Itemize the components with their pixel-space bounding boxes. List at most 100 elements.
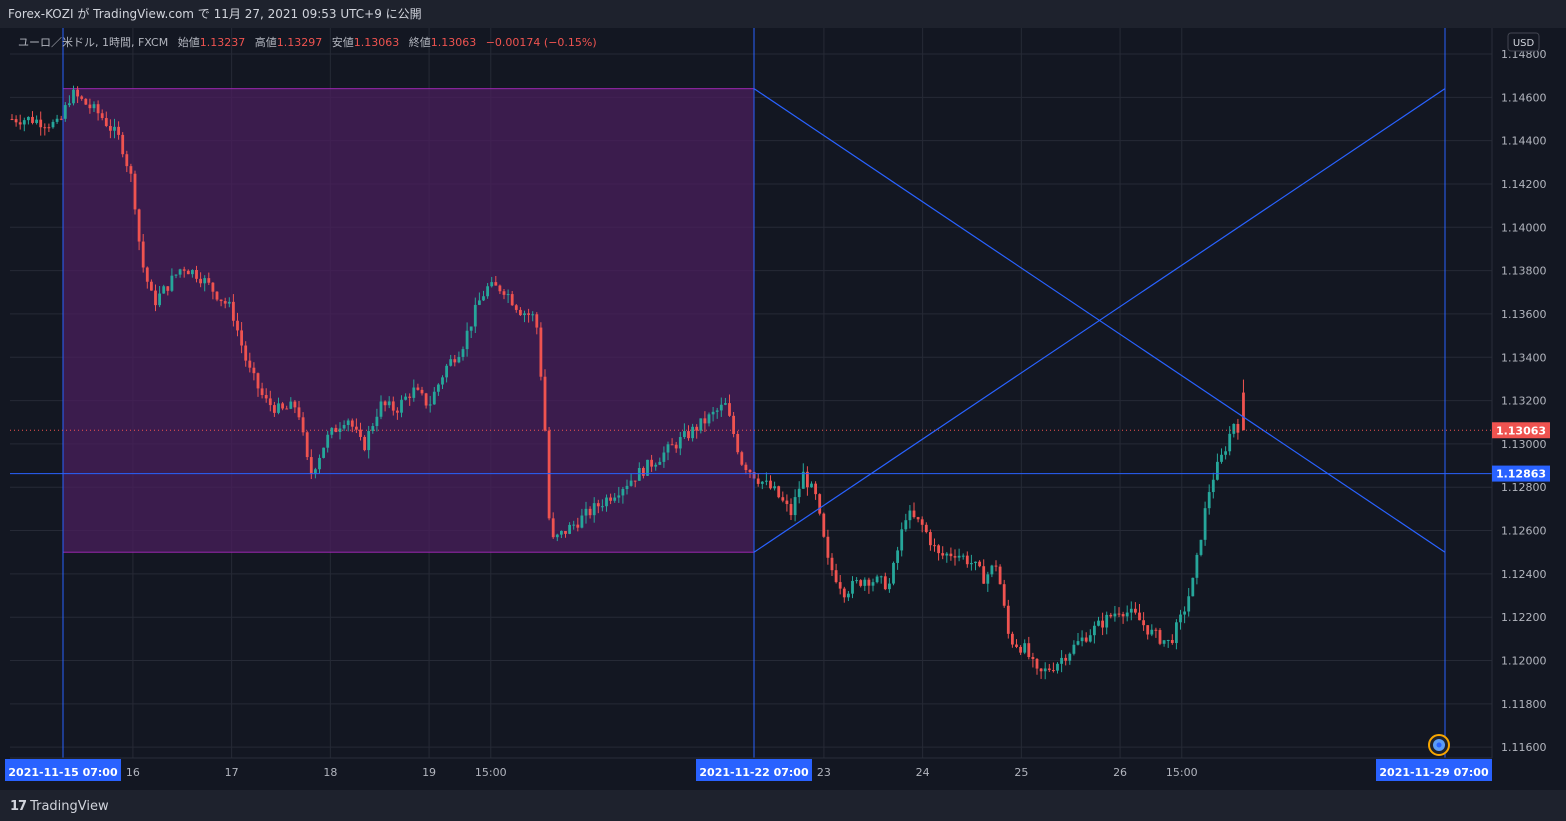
candle-up xyxy=(699,418,703,431)
candle-up xyxy=(1023,643,1027,653)
candle-down xyxy=(100,113,104,119)
candle-down xyxy=(838,582,842,589)
candle-up xyxy=(801,471,805,489)
candle-up xyxy=(1228,433,1232,452)
candle-up xyxy=(666,444,670,453)
candle-up xyxy=(765,480,768,482)
candle-down xyxy=(953,556,957,558)
candle-up xyxy=(945,553,949,556)
candle-up xyxy=(1191,577,1195,597)
candle-up xyxy=(719,404,723,411)
candle-down xyxy=(916,517,920,520)
candle-up xyxy=(678,437,682,449)
currency-button[interactable]: USD xyxy=(1507,32,1540,52)
candle-up xyxy=(961,555,965,557)
candlestick-series xyxy=(10,85,1245,680)
candle-down xyxy=(1015,644,1018,647)
candle-down xyxy=(498,285,502,292)
candle-up xyxy=(974,561,977,564)
currency-label: USD xyxy=(1513,38,1535,49)
candle-up xyxy=(658,461,662,465)
candle-down xyxy=(1064,657,1068,661)
candle-down xyxy=(994,565,998,567)
candle-up xyxy=(174,274,178,276)
candle-up xyxy=(473,304,477,327)
y-tick-label: 1.12600 xyxy=(1501,525,1547,538)
candle-up xyxy=(342,425,346,429)
candle-up xyxy=(711,411,715,415)
candle-up xyxy=(63,105,67,119)
candle-up xyxy=(379,401,383,417)
candle-down xyxy=(609,497,612,501)
candle-up xyxy=(592,503,596,516)
candle-up xyxy=(437,384,440,392)
candle-up xyxy=(871,582,875,586)
candle-up xyxy=(646,459,649,476)
candle-down xyxy=(154,290,157,306)
candle-down xyxy=(1011,633,1014,645)
candle-down xyxy=(826,536,830,558)
tradingview-logo[interactable]: 17 TradingView xyxy=(10,796,109,816)
range-rectangle[interactable] xyxy=(62,88,755,553)
candle-down xyxy=(150,281,153,291)
candle-up xyxy=(637,467,641,481)
candle-up xyxy=(851,580,854,594)
candle-down xyxy=(141,241,145,268)
candle-down xyxy=(1138,612,1141,621)
candle-down xyxy=(223,301,227,304)
candle-up xyxy=(1220,454,1223,462)
candle-down xyxy=(1052,670,1055,672)
candle-up xyxy=(465,330,469,350)
candle-up xyxy=(1068,653,1072,661)
legend-high-label: 高値 xyxy=(255,35,277,49)
candle-up xyxy=(555,534,559,538)
candle-down xyxy=(186,270,190,275)
candle-down xyxy=(104,118,108,126)
candle-up xyxy=(1211,479,1215,493)
candle-down xyxy=(965,555,969,565)
candle-down xyxy=(219,299,223,302)
candle-down xyxy=(1039,668,1043,672)
candle-up xyxy=(970,563,973,565)
candle-up xyxy=(957,555,961,558)
candle-up xyxy=(654,464,658,467)
legend-symbol: ユーロ／米ドル, 1時間, FXCM xyxy=(18,36,168,49)
event-marker-icon[interactable] xyxy=(1428,734,1450,756)
candle-up xyxy=(1125,612,1129,617)
candle-down xyxy=(1146,625,1150,635)
publish-text: Forex-KOZI が TradingView.com で 11月 27, 2… xyxy=(8,7,422,21)
candle-down xyxy=(539,327,543,377)
candle-up xyxy=(338,428,342,432)
candle-down xyxy=(1031,657,1035,659)
candle-up xyxy=(478,300,481,305)
candle-down xyxy=(519,309,522,316)
price-chart[interactable]: 1.148001.146001.144001.142001.140001.138… xyxy=(0,0,1566,790)
candle-up xyxy=(1150,629,1154,635)
time-axis[interactable]: 16 17 18 19 15:00 23 24 25 26 15:00 2021-11-15 07:… xyxy=(5,759,1492,781)
candle-up xyxy=(773,486,776,489)
candle-up xyxy=(113,126,116,131)
x-highlight-bg xyxy=(5,759,121,781)
candle-up xyxy=(855,580,858,582)
candle-up xyxy=(432,391,436,405)
candle-down xyxy=(1019,646,1022,653)
price-tag-label: 1.12863 xyxy=(1496,468,1546,481)
candle-down xyxy=(740,452,744,465)
tradingview-brand: TradingView xyxy=(30,798,109,814)
candle-down xyxy=(596,503,600,507)
candle-down xyxy=(949,553,953,557)
candle-down xyxy=(260,388,264,396)
candle-down xyxy=(859,580,863,586)
candle-up xyxy=(810,483,813,488)
candle-up xyxy=(892,562,895,584)
candle-up xyxy=(580,515,584,528)
candle-down xyxy=(769,480,772,489)
candle-up xyxy=(1080,637,1084,642)
candle-up xyxy=(1166,639,1170,641)
candle-up xyxy=(1203,508,1207,540)
legend-high: 1.13297 xyxy=(277,36,323,49)
drawing-lines[interactable] xyxy=(10,28,1492,758)
candle-down xyxy=(933,545,936,547)
candle-down xyxy=(547,430,551,519)
price-tag-label: 1.13063 xyxy=(1496,424,1546,437)
